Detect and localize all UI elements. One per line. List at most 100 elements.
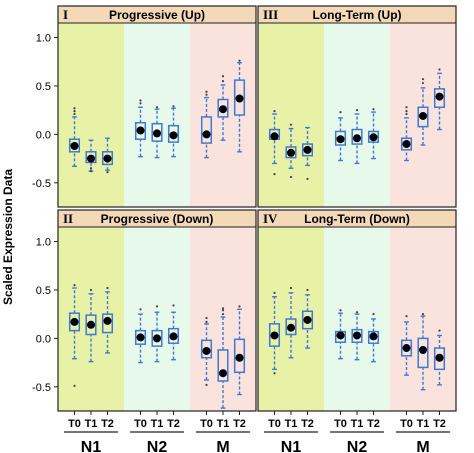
box-mean-dot [369,133,378,142]
box-mean-dot [169,332,178,341]
box-mean-dot [70,141,79,150]
panel-I: I Progressive (Up) -0.5 0.0 0.5 1.0 [32,5,257,208]
band-N2 [324,23,390,207]
box-outlier [89,170,93,173]
box-mean-dot [435,92,444,101]
box-outlier [273,291,276,294]
panel-title: Progressive (Up) [109,8,205,22]
box-mean-dot [235,353,244,362]
box-iqr [367,330,380,344]
box-mean-dot [419,345,427,354]
box-outlier [139,308,142,311]
box-outlier [339,309,342,312]
box-mean-dot [303,145,312,154]
panel-content [268,286,446,391]
panel-roman: IV [263,211,278,226]
panel-content [268,68,446,181]
x-tick-label: T0 [400,418,413,430]
box-outlier [438,68,441,71]
box-mean-dot [103,316,112,325]
box-iqr [217,349,229,382]
box-outlier [73,110,76,113]
box-mean-dot [153,129,161,138]
box-iqr [200,116,213,144]
box-outlier [405,110,408,113]
x-tick-label: T0 [134,418,147,430]
box-mean-dot [219,369,227,378]
x-tick-label: T1 [217,418,230,430]
x-tick-label: T1 [417,418,430,430]
box-outlier [205,93,208,96]
box-outlier [405,314,408,318]
box-outlier [89,167,93,170]
x-tick-label: T1 [85,418,98,430]
box-mean-dot [287,323,295,332]
box-outlier [306,177,309,181]
panel-content [68,59,246,174]
box-outlier [339,110,342,114]
box-outlier [372,108,375,111]
box-outlier [221,75,225,78]
box-iqr [433,347,446,371]
y-tick-label: -0.5 [32,178,51,190]
box-outlier [139,99,142,102]
x-tick-label: T1 [151,418,164,430]
panel-roman: II [63,211,73,226]
box-mean-dot [353,331,361,340]
band-N1 [58,23,124,207]
box-outlier [238,59,241,62]
box-mean-dot [353,134,361,143]
box-iqr [285,318,297,336]
x-tick-label: T0 [334,418,347,430]
box-outlier [355,311,359,314]
panel-frame [257,5,457,208]
box-mean-dot [169,131,178,140]
box-mean-dot [103,154,112,163]
band-M [390,227,456,411]
group-label: N2 [347,439,368,453]
y-tick-label: 0.5 [36,81,51,93]
box-outlier [405,106,408,109]
box-outlier [205,320,208,324]
y-tick-label: -0.5 [32,382,51,394]
box-outlier [205,316,208,320]
group-label: N2 [147,439,168,453]
panel-roman: III [263,7,278,22]
box-outlier [205,90,208,93]
box-iqr [233,79,246,116]
box-iqr [417,106,429,128]
panel-frame [57,5,257,208]
x-tick-label: T0 [200,418,213,430]
x-tick-label: T2 [367,418,380,430]
box-outlier [106,171,109,174]
group-label: M [216,439,229,453]
box-outlier [73,107,76,110]
box-outlier [289,123,293,126]
box-outlier [221,309,225,312]
box-outlier [405,112,408,116]
box-outlier [289,286,293,290]
band-M [190,23,256,207]
box-iqr [417,337,429,369]
y-tick-label: 0.5 [36,285,51,297]
y-axis-label: Scaled Expression Data [1,169,15,305]
panel-title: Long-Term (Up) [312,8,401,22]
box-mean-dot [87,154,95,163]
box-mean-dot [153,334,161,343]
box-mean-dot [303,315,312,324]
panel-roman: I [63,7,68,22]
box-mean-dot [235,94,244,103]
panel-IV: IV Long-Term (Down) [257,209,457,412]
box-outlier [421,81,425,85]
group-label: M [416,439,429,453]
box-mean-dot [270,132,279,141]
box-mean-dot [435,353,444,362]
box-outlier [155,305,159,308]
x-tick-label: T2 [101,418,114,430]
panel-III: III Long-Term (Up) [257,5,457,208]
box-outlier [421,78,425,81]
box-outlier [273,172,276,176]
x-tick-label: T1 [285,418,298,430]
box-mean-dot [336,331,345,340]
